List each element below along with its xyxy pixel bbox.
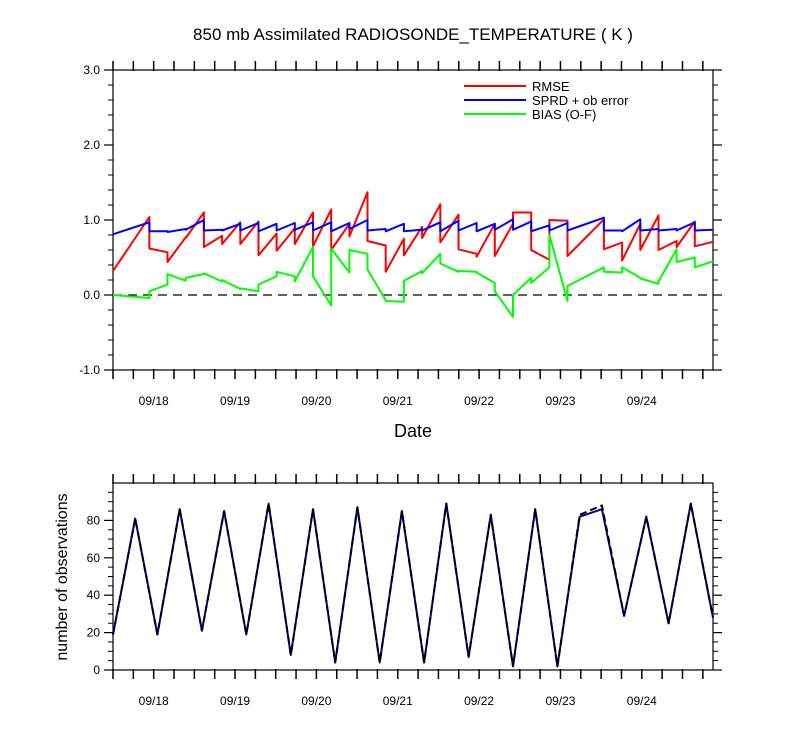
x-tick-label: 09/24 [627,394,657,408]
y-tick-label: 20 [87,626,101,640]
series-line-rmse [112,191,714,273]
y-tick-label: 3.0 [83,63,100,77]
y-tick-label: 40 [87,588,101,602]
x-tick-label: 09/22 [464,394,494,408]
series-line-sprd-ob-error [112,216,714,236]
series-line-bias-o-f [112,234,714,318]
bottom-y-axis-label: number of observations [54,493,71,660]
obs-count-line-dashed [112,502,714,668]
bottom-series-group [112,502,714,668]
x-tick-label: 09/20 [301,394,331,408]
top-series-group [112,191,714,318]
x-tick-label: 09/21 [383,694,413,708]
x-tick-label: 09/18 [139,394,169,408]
top-axis-ticks: -1.0 0.0 1.0 2.0 3.0 09/18 09/19 09/20 09/21 09/2… [79,61,722,408]
y-tick-label: 0.0 [83,288,100,302]
x-axis-label: Date [394,421,432,441]
y-tick-label: 80 [87,513,101,527]
x-tick-label: 09/22 [464,694,494,708]
x-tick-label: 09/21 [383,394,413,408]
bottom-axis-ticks: 0 20 40 60 80 09/18 09/19 09/20 09/21 09/22 09/23 0… [87,474,722,708]
x-tick-label: 09/24 [627,694,657,708]
y-tick-label: -1.0 [79,363,100,377]
x-tick-label: 09/23 [545,694,575,708]
bottom-plot-frame [112,482,714,671]
chart-title: 850 mb Assimilated RADIOSONDE_TEMPERATUR… [193,25,633,44]
x-tick-label: 09/23 [545,394,575,408]
y-tick-label: 1.0 [83,213,100,227]
legend-label: BIAS (O-F) [532,107,596,122]
x-tick-label: 09/19 [220,394,250,408]
x-tick-label: 09/18 [139,694,169,708]
y-tick-label: 2.0 [83,138,100,152]
x-tick-label: 09/20 [301,694,331,708]
legend-label: SPRD + ob error [532,93,629,108]
legend-label: RMSE [532,79,570,94]
y-tick-label: 0 [93,663,100,677]
y-tick-label: 60 [87,551,101,565]
x-tick-label: 09/19 [220,694,250,708]
